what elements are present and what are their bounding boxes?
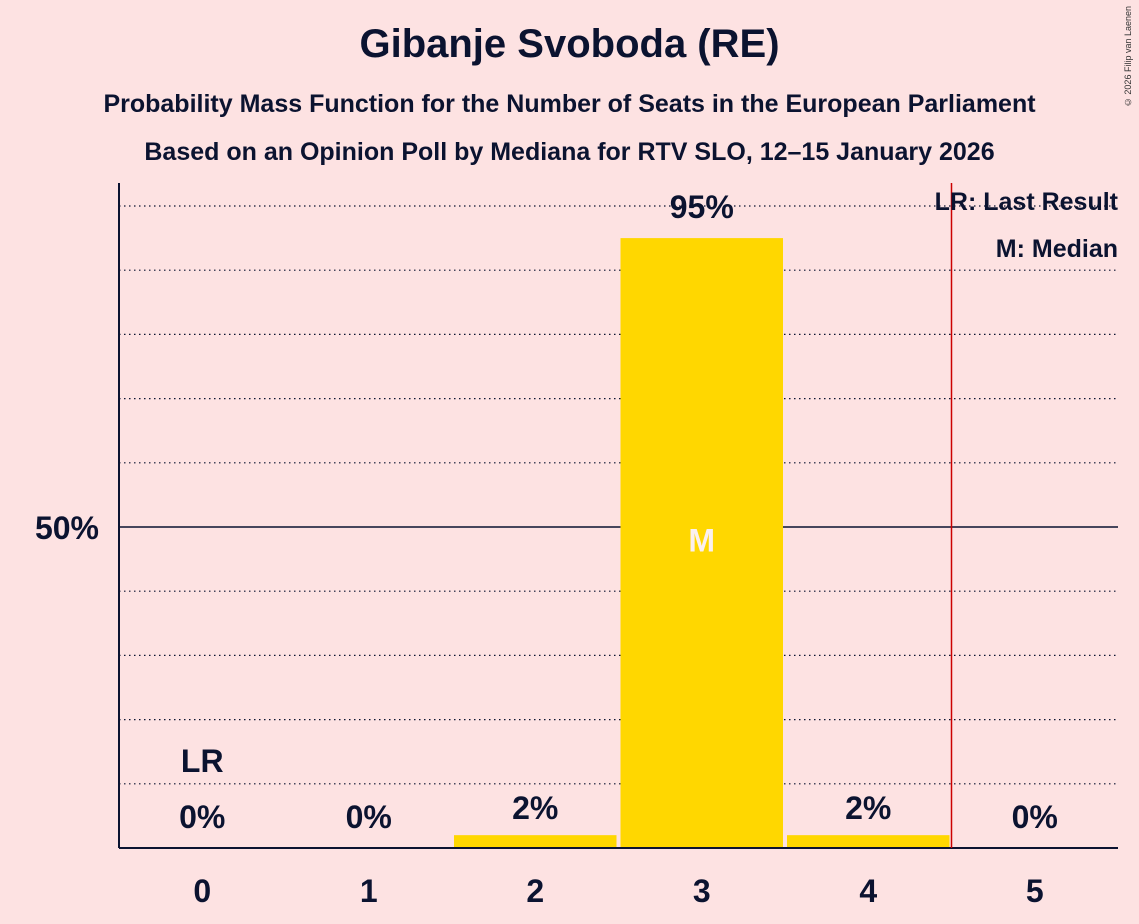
value-label-seats-4: 2% <box>845 790 891 826</box>
value-labels: 0% 0% 2% 95% 2% 0% M LR <box>179 189 1058 835</box>
value-label-seats-0: 0% <box>179 799 225 835</box>
chart-title: Gibanje Svoboda (RE) <box>359 22 780 66</box>
value-label-seats-3: 95% <box>670 189 734 225</box>
x-tick-label-1: 1 <box>360 873 378 909</box>
bar-seats-3 <box>620 238 783 849</box>
x-tick-labels: 0 1 2 3 4 5 <box>193 873 1043 909</box>
x-tick-label-3: 3 <box>693 873 711 909</box>
x-tick-label-0: 0 <box>193 873 211 909</box>
median-marker: M <box>688 523 715 559</box>
gridlines <box>119 205 1118 785</box>
legend-median: M: Median <box>996 235 1118 263</box>
bars <box>454 238 950 849</box>
value-label-seats-1: 0% <box>346 799 392 835</box>
x-tick-label-2: 2 <box>526 873 544 909</box>
bar-seats-4 <box>787 835 950 848</box>
y-tick-label-50: 50% <box>35 510 99 546</box>
value-label-seats-2: 2% <box>512 790 558 826</box>
legend-last-result: LR: Last Result <box>935 188 1119 216</box>
x-tick-label-5: 5 <box>1026 873 1044 909</box>
chart-subtitle: Probability Mass Function for the Number… <box>103 90 1036 118</box>
chart-source: Based on an Opinion Poll by Mediana for … <box>144 138 995 166</box>
x-tick-label-4: 4 <box>859 873 877 909</box>
bar-seats-2 <box>454 835 617 848</box>
value-label-seats-5: 0% <box>1012 799 1058 835</box>
last-result-marker: LR <box>181 743 224 779</box>
